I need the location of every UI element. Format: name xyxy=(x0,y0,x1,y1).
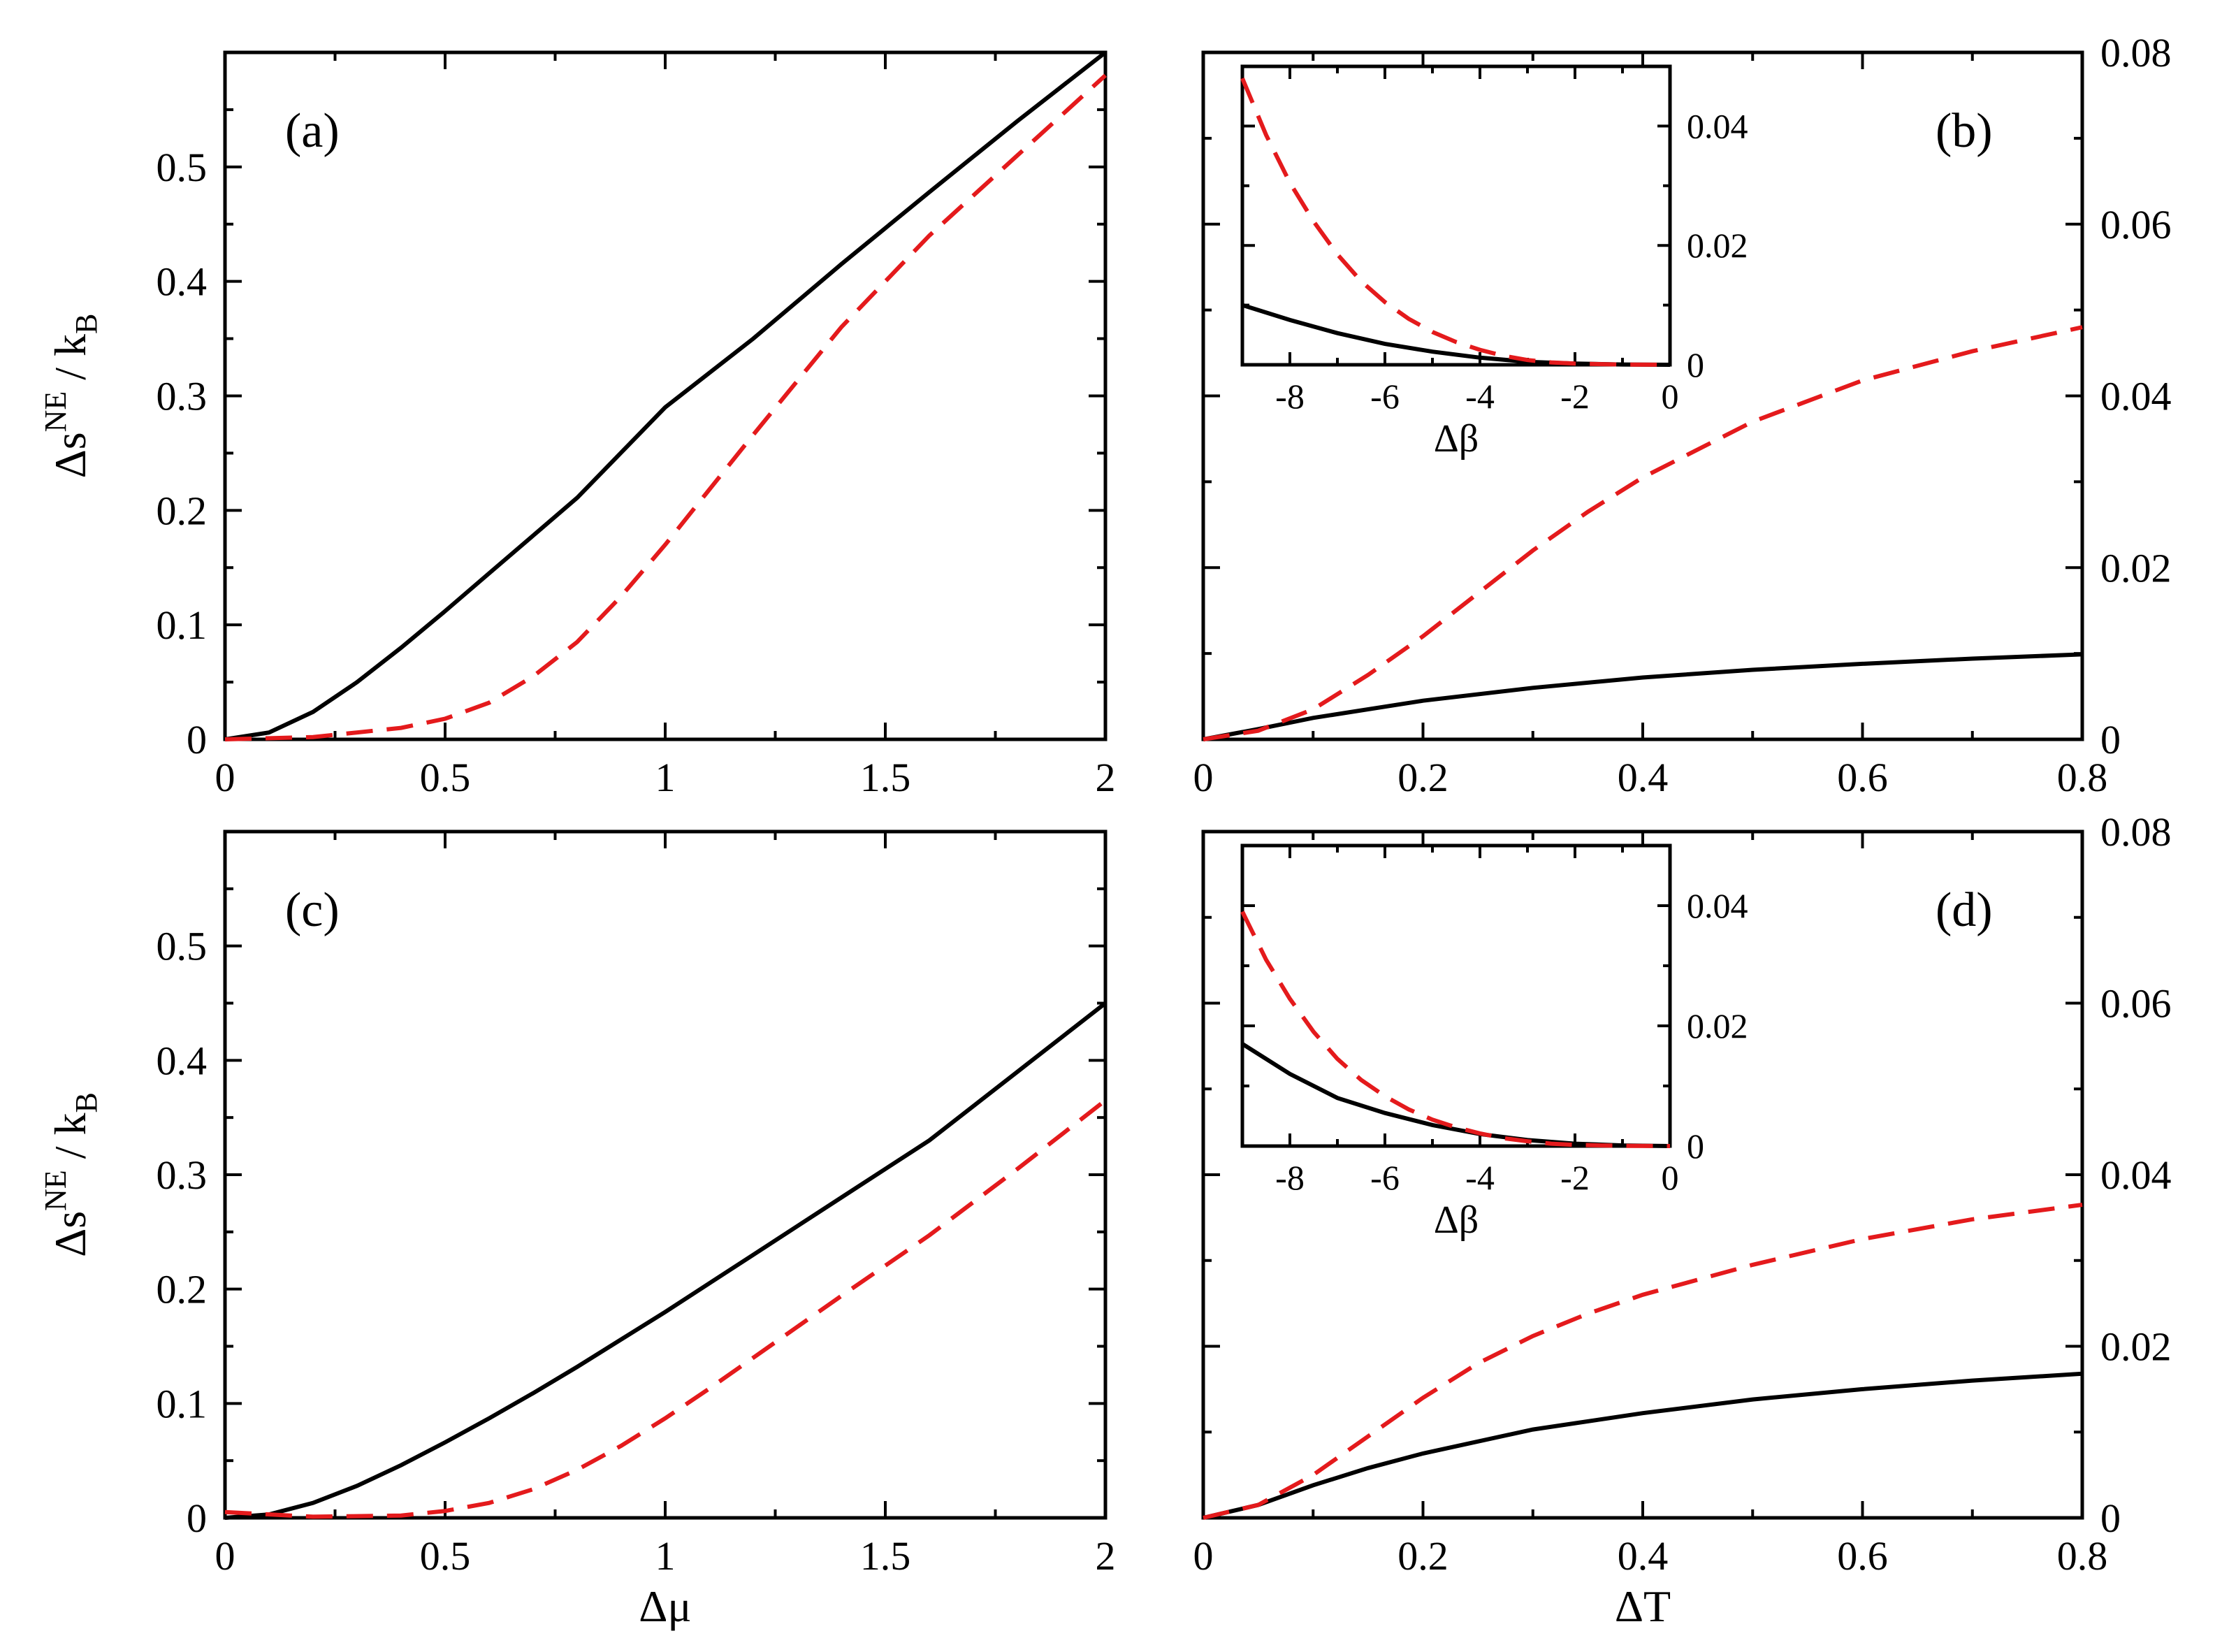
panel-a-ytick-label: 0.5 xyxy=(157,145,208,190)
panel-b-inset-xlabel: Δβ xyxy=(1434,417,1479,461)
panel-b-inset-xtick-label: -6 xyxy=(1370,377,1400,416)
panel-d-ytick-label: 0 xyxy=(2100,1495,2121,1541)
panel-b-inset-xtick-label: 0 xyxy=(1662,377,1679,416)
panel-a-xtick-label: 1.5 xyxy=(860,755,911,800)
panel-c-frame xyxy=(223,829,1108,1520)
panel-d-xtick-label: 0.8 xyxy=(2057,1533,2108,1579)
panel-d-ytick-label: 0.08 xyxy=(2100,809,2172,855)
panel-a-xtick-label: 0.5 xyxy=(420,755,471,800)
panel-d-inset-xtick-label: -6 xyxy=(1370,1158,1400,1197)
panel-c-xtick-label: 2 xyxy=(1096,1533,1116,1579)
panel-a-ytick-label: 0.3 xyxy=(157,374,208,419)
panel-a-ytick-label: 0.4 xyxy=(157,259,208,305)
panel-b-xtick-label: 0.6 xyxy=(1837,755,1888,800)
panel-b-label: (b) xyxy=(1936,104,1993,158)
panel-c-series-solid xyxy=(224,1001,1107,1520)
panel-d-inset-ytick-label: 0.02 xyxy=(1687,1006,1748,1045)
panel-b-inset: -8 -6 -4 -2 00 0.02 0.04 Δβ xyxy=(1240,64,1748,461)
panel-d-xtick-label: 0.4 xyxy=(1618,1533,1669,1579)
panel-c-ytick-label: 0.2 xyxy=(157,1267,208,1312)
panel-b-series-solid xyxy=(1203,652,2083,741)
panel-d-inset-ytick-label: 0.04 xyxy=(1687,886,1748,925)
panel-a-series-solid xyxy=(224,50,1107,741)
panel-d-inset-bg xyxy=(1242,846,1670,1146)
panel-b-inset-xtick-label: -4 xyxy=(1465,377,1495,416)
panel-d-xtick-label: 0 xyxy=(1193,1533,1214,1579)
panel-c-ytick-label: 0.3 xyxy=(157,1152,208,1198)
panel-c-xtick-label: 1 xyxy=(655,1533,676,1579)
panel-d-inset-frame xyxy=(1240,843,1672,1148)
panel-d-inset-xtick-label: -8 xyxy=(1275,1158,1305,1197)
panel-d-series-solid xyxy=(1203,1371,2083,1520)
panel-d-label: (d) xyxy=(1936,883,1993,937)
panel-b-ytick-label: 0.04 xyxy=(2100,374,2172,419)
panel-a-ytick-label: 0.2 xyxy=(157,488,208,533)
panel-c-ytick-label: 0 xyxy=(187,1495,207,1541)
panel-b-xtick-label: 0.8 xyxy=(2057,755,2108,800)
panel-b-inset-frame xyxy=(1240,64,1672,367)
panel-d-ytick-label: 0.02 xyxy=(2100,1324,2172,1370)
panel-a-xtick-label: 2 xyxy=(1096,755,1116,800)
panel-c-series-dashed xyxy=(224,1099,1107,1519)
panel-d-inset: -8 -6 -4 -2 00 0.02 0.04 Δβ xyxy=(1240,843,1748,1242)
panel-b-inset-ytick-label: 0 xyxy=(1687,345,1704,384)
panel-c-xlabel: Δμ xyxy=(639,1581,691,1631)
panel-a-xtick-label: 0 xyxy=(215,755,235,800)
panel-b-ytick-label: 0.06 xyxy=(2100,202,2172,247)
panel-a-ytick-label: 0.1 xyxy=(157,602,208,648)
panel-b-ytick-label: 0 xyxy=(2100,717,2121,762)
panel-c-xtick-label: 0.5 xyxy=(420,1533,471,1579)
panel-b-ytick-label: 0.02 xyxy=(2100,545,2172,590)
panel-a-ylabel: ΔsNE / kB xyxy=(38,314,103,479)
panel-a-label: (a) xyxy=(285,104,340,158)
panel-b-inset-ytick-label: 0.02 xyxy=(1687,226,1748,265)
panel-d-ytick-label: 0.06 xyxy=(2100,981,2172,1027)
panel-a-xtick-label: 1 xyxy=(655,755,676,800)
panel-b-xtick-label: 0.4 xyxy=(1618,755,1669,800)
panel-b-series-dashed xyxy=(1203,325,2083,741)
panel-a: 0 0.5 1 1.5 2 0 0.1 0.2 0.3 0.4 0.5 (a) ΔsNE / kB xyxy=(38,50,1116,800)
panel-d-xtick-label: 0.2 xyxy=(1397,1533,1449,1579)
panel-a-ytick-label: 0 xyxy=(187,717,207,762)
panel-b-inset-xtick-label: -8 xyxy=(1275,377,1305,416)
panel-b-ytick-label: 0.08 xyxy=(2100,30,2172,75)
panel-d-inset-xtick-label: 0 xyxy=(1662,1158,1679,1197)
panel-b-inset-ytick-label: 0.04 xyxy=(1687,106,1748,145)
panel-b: 0 0.2 0.4 0.6 0.800.020.040.060.08(b)-8 -6 -4-… xyxy=(1193,30,2172,800)
panel-c-xtick-label: 0 xyxy=(215,1533,235,1579)
panel-c-label: (c) xyxy=(285,883,340,937)
panel-d-series-dashed xyxy=(1203,1203,2083,1520)
panel-b-xtick-label: 0 xyxy=(1193,755,1214,800)
panel-b-inset-xtick-label: -2 xyxy=(1560,377,1590,416)
panel-d-inset-xtick-label: -4 xyxy=(1465,1158,1495,1197)
panel-d-inset-xtick-label: -2 xyxy=(1560,1158,1590,1197)
panel-c-ytick-label: 0.5 xyxy=(157,924,208,969)
panel-c-ylabel: ΔsNE / kB xyxy=(38,1092,103,1257)
panel-c-ytick-label: 0.4 xyxy=(157,1038,208,1083)
panel-c: 0 0.5 1 1.5 2 0 0.1 0.2 0.3 0.4 0.5 (c) Δμ ΔsNE / kB xyxy=(38,829,1116,1631)
panel-d-xlabel: ΔT xyxy=(1615,1581,1671,1631)
panel-d: 0 0.2 0.4 0.6 0.800.020.040.060.08(d)ΔT-8 -6-… xyxy=(1193,809,2172,1631)
panel-b-inset-series-dashed xyxy=(1240,77,1671,367)
panel-b-inset-bg xyxy=(1242,66,1670,365)
panel-b-xtick-label: 0.2 xyxy=(1397,755,1449,800)
panel-c-xtick-label: 1.5 xyxy=(860,1533,911,1579)
panel-d-ytick-label: 0.04 xyxy=(2100,1152,2172,1198)
panel-d-inset-xlabel: Δβ xyxy=(1434,1198,1479,1242)
panel-c-ytick-label: 0.1 xyxy=(157,1381,208,1426)
panel-d-inset-ytick-label: 0 xyxy=(1687,1126,1704,1166)
panel-d-xtick-label: 0.6 xyxy=(1837,1533,1888,1579)
panel-d-inset-series-dashed xyxy=(1240,911,1671,1148)
